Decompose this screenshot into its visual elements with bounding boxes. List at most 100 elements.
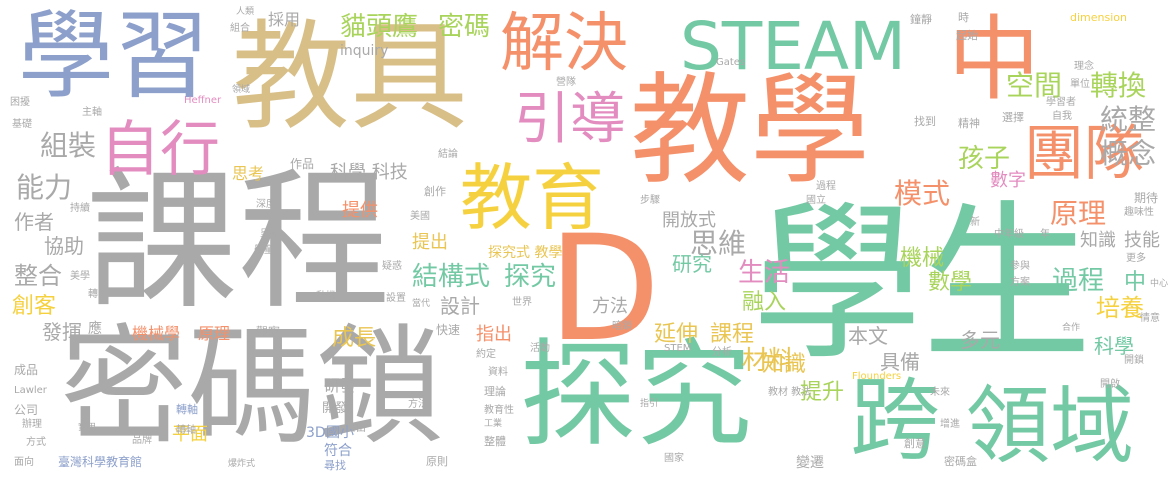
word-yanfa: 研發 (324, 376, 357, 395)
word-tanjiu: 探究 (520, 328, 752, 463)
word-yihuo: 疑惑 (382, 261, 402, 272)
word-3d: 3D (306, 425, 326, 441)
word-yanjiu: 研究 (672, 252, 712, 276)
word-zhongxin: 中心 (1150, 279, 1169, 289)
word-mimasuo: 密碼鎖 (60, 313, 445, 462)
word-zhongjing: 鐘靜 (910, 13, 932, 26)
word-canyu: 參與 (1010, 261, 1030, 272)
word-shi: 時 (958, 11, 969, 24)
word-mimahe: 密碼盒 (944, 455, 977, 468)
word-dongji: 動機 (316, 291, 336, 302)
word-zuopin: 作品 (290, 157, 315, 171)
word-jiaoyu: 教育 (460, 156, 605, 240)
word-jingshen: 精神 (958, 117, 980, 130)
word-zhuan: 轉 (88, 289, 98, 300)
word-xuesheng: 學生 (752, 186, 1093, 384)
word-kua: 跨 (850, 368, 940, 473)
word-zhichu: 指出 (476, 324, 512, 345)
word-xuexizhe: 學習者 (1046, 97, 1076, 108)
word-chixu: 持續 (70, 203, 90, 214)
word-tongzheng: 統整 (1100, 103, 1157, 136)
word-yindao: 引導 (514, 87, 626, 152)
word-ying: 應 (88, 321, 102, 337)
word-mima: 密碼 (438, 12, 491, 42)
word-xin: 新 (970, 217, 980, 228)
word-yanshen: 延伸 (654, 322, 699, 347)
word-chengpin: 成品 (14, 363, 39, 377)
word-taiwan: 臺灣科學教育館 (58, 455, 143, 469)
word-kaisuo: 開鎖 (1124, 355, 1144, 366)
word-shuzi: 數字 (990, 170, 1026, 191)
word-chuangyi: 創意 (904, 437, 926, 450)
word-guoxiao: 國小 (326, 425, 354, 441)
word-dimension: dimension (1070, 11, 1127, 24)
word-fangfa2: 方法 (408, 399, 428, 410)
word-zhuanzhou2: 轉軸 (176, 425, 196, 436)
word-benwen: 本文 (848, 324, 888, 348)
word-gongsi: 公司 (14, 403, 39, 417)
word-kongjian: 空間 (1006, 69, 1063, 102)
word-dangdai: 當代 (412, 299, 431, 309)
word-kaifa: 開發 (322, 401, 349, 416)
word-zhishi2: 知識 (1080, 230, 1116, 251)
word-lilun: 理論 (484, 385, 506, 398)
word-weilai: 未來 (930, 387, 950, 398)
word-zhiyin: 指引 (640, 399, 659, 409)
word-kecheng: 課程 (86, 153, 390, 330)
word-pinpai: 品牌 (132, 435, 152, 446)
word-stem: STEM (664, 343, 692, 354)
word-ziliao: 資料 (488, 367, 508, 378)
word-sheji: 設計 (440, 294, 480, 318)
word-moshi: 模式 (894, 177, 951, 210)
word-fangshi: 方式 (26, 437, 46, 448)
word-zengjin: 增進 (940, 419, 960, 430)
word-siwei: 思維 (690, 227, 747, 260)
word-meixue: 美學 (70, 271, 90, 282)
word-jiegoushi: 結構式 (412, 262, 491, 292)
word-tanjiu2: 探究 (504, 262, 557, 292)
word-zhongnianji: 中年級 (994, 229, 1024, 240)
word-zhong-big: 中 (948, 6, 1041, 113)
word-qidai: 期待 (1134, 191, 1159, 205)
word-jiejue: 解決 (500, 7, 628, 81)
word-guoli: 國立 (806, 195, 826, 206)
word-jielun: 結論 (438, 149, 458, 160)
word-lingyu: 領域 (966, 377, 1135, 475)
word-jixiexue: 機械學 (132, 324, 181, 343)
word-huodong: 活動 (530, 343, 550, 354)
word-shuxue: 數學 (928, 270, 973, 295)
word-fangan: 方案 (1010, 277, 1030, 288)
word-xunzhao: 尋找 (324, 459, 346, 472)
word-shengzhang: 成長 (332, 326, 377, 351)
word-bianqian: 變遷 (796, 455, 824, 471)
word-guojia: 國家 (664, 453, 684, 464)
word-gongye: 工業 (484, 419, 503, 429)
word-zuozhe: 作者 (14, 210, 54, 234)
word-steam: STEAM (680, 8, 907, 85)
word-cailiao: 材料 (742, 346, 795, 376)
word-zhishi: 知識 (762, 352, 807, 377)
word-shiyong: 實用 (78, 423, 97, 433)
word-tuandui: 團隊 (1024, 119, 1144, 189)
word-nian: 年 (1040, 229, 1050, 240)
word-tigong: 提供 (342, 200, 378, 221)
word-danwei: 單位 (1070, 79, 1090, 90)
word-zhengge: 整合 (14, 262, 62, 290)
word-quweixing: 趣味性 (1124, 207, 1154, 218)
word-jiaocai: 教材 教法 (768, 387, 812, 398)
word-tisheng: 提升 (800, 380, 845, 405)
word-zhaodao: 找到 (914, 115, 936, 128)
word-shenghuo: 生活 (738, 258, 791, 288)
word-tanjiushi: 探究式 教學 (488, 245, 563, 261)
word-yuanli: 原理 (1050, 197, 1107, 230)
word-guocheng: 過程 (1052, 266, 1105, 296)
word-peiyang: 培養 (1096, 294, 1144, 322)
word-lingyu2: 領域 (232, 85, 251, 95)
word-qingyi: 情意 (1140, 313, 1160, 324)
word-jichu: 基礎 (12, 119, 32, 130)
word-kexue-keji: 科學 科技 (330, 162, 408, 183)
word-shendu: 深度 (256, 199, 276, 210)
word-xuexi: 學習 (18, 0, 210, 112)
word-linian: 理念 (1074, 61, 1094, 72)
